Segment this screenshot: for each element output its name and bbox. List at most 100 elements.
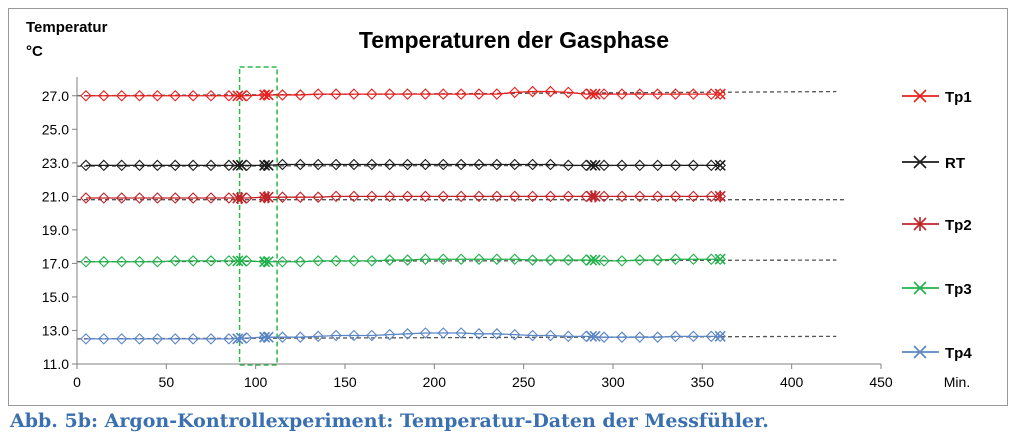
data-point-tp4 bbox=[616, 331, 628, 343]
data-point-tp3 bbox=[151, 255, 164, 268]
marker-tp1 bbox=[262, 89, 274, 101]
trend-line-rt bbox=[76, 164, 721, 167]
legend-item-tp4: Tp4 bbox=[902, 345, 972, 362]
data-point-rt bbox=[634, 159, 646, 172]
series-line-tp1 bbox=[85, 90, 721, 97]
data-point-rt bbox=[616, 159, 628, 172]
marker-tp3 bbox=[585, 254, 598, 266]
x-tick-label: 350 bbox=[691, 374, 715, 390]
data-point-tp3 bbox=[115, 255, 128, 268]
marker-rt bbox=[589, 159, 601, 171]
marker-tp3 bbox=[262, 256, 274, 268]
data-point-tp3 bbox=[366, 255, 378, 267]
data-point-tp3 bbox=[714, 253, 726, 265]
data-point-rt bbox=[714, 159, 726, 172]
data-point-rt bbox=[276, 158, 289, 171]
data-point-rt bbox=[258, 159, 271, 172]
x-tick-label: 450 bbox=[869, 374, 893, 390]
data-point-tp1 bbox=[562, 86, 575, 99]
x-tick-label: 400 bbox=[780, 374, 804, 390]
data-point-tp2 bbox=[526, 190, 539, 203]
data-point-tp1 bbox=[258, 89, 271, 101]
data-point-tp1 bbox=[508, 86, 521, 99]
marker-tp1 bbox=[235, 90, 247, 102]
data-point-tp1 bbox=[80, 89, 92, 102]
data-point-tp4 bbox=[205, 333, 217, 345]
marker-rt bbox=[585, 159, 598, 171]
data-point-tp1 bbox=[526, 85, 539, 98]
legend-marker-tp4 bbox=[913, 345, 927, 359]
marker-tp1 bbox=[259, 89, 271, 101]
marker-tp2 bbox=[589, 190, 601, 203]
series-tp1 bbox=[80, 85, 726, 102]
data-point-tp1 bbox=[401, 88, 414, 100]
series-line-tp2 bbox=[85, 195, 721, 199]
data-point-tp4 bbox=[401, 328, 414, 340]
data-point-tp3 bbox=[187, 255, 199, 267]
marker-rt bbox=[714, 159, 726, 171]
y-axis-label-line-2: °C bbox=[26, 43, 43, 60]
marker-tp3 bbox=[232, 255, 244, 267]
legend-marker-tp3 bbox=[913, 281, 927, 295]
data-point-tp4 bbox=[187, 333, 199, 345]
data-point-tp4 bbox=[508, 328, 521, 341]
data-point-tp2 bbox=[294, 191, 307, 203]
data-point-tp2 bbox=[312, 191, 324, 203]
data-point-tp3 bbox=[437, 253, 450, 265]
data-point-tp4 bbox=[98, 333, 110, 345]
series-tp3 bbox=[80, 253, 726, 268]
data-point-tp4 bbox=[526, 329, 539, 342]
data-point-tp4 bbox=[115, 333, 128, 345]
legend-item-tp2: Tp2 bbox=[902, 217, 972, 234]
chart-frame: 11.0 13.0 15.0 17.0 19.0 21.0 23.0 25.0 27.0 0 50 1… bbox=[8, 8, 1008, 406]
data-point-tp4 bbox=[651, 331, 664, 343]
legend-label-tp2: Tp2 bbox=[945, 217, 972, 234]
data-point-rt bbox=[401, 158, 414, 171]
data-point-tp4 bbox=[169, 333, 182, 345]
y-tick-label: 23.0 bbox=[42, 155, 69, 171]
marker-tp4 bbox=[259, 331, 271, 343]
data-point-tp2 bbox=[80, 192, 92, 204]
data-point-tp3 bbox=[616, 255, 628, 267]
marker-rt bbox=[262, 159, 274, 171]
data-point-tp4 bbox=[383, 328, 396, 341]
data-point-tp1 bbox=[133, 89, 146, 102]
data-point-tp3 bbox=[312, 255, 324, 267]
data-point-tp4 bbox=[473, 328, 485, 340]
highlight-box bbox=[238, 66, 278, 366]
data-point-tp1 bbox=[455, 88, 467, 100]
data-point-tp1 bbox=[705, 88, 718, 100]
data-point-tp4 bbox=[437, 327, 450, 339]
x-tick-label: 200 bbox=[423, 374, 447, 390]
data-point-tp4 bbox=[491, 328, 503, 340]
x-tick-label: 0 bbox=[73, 374, 81, 390]
marker-rt bbox=[259, 159, 271, 171]
y-tick-label: 11.0 bbox=[43, 356, 69, 372]
data-point-rt bbox=[669, 159, 682, 172]
data-point-rt bbox=[687, 159, 700, 172]
legend-item-tp1: Tp1 bbox=[902, 89, 972, 106]
x-tick-label: 100 bbox=[244, 374, 268, 390]
data-point-tp2 bbox=[187, 192, 199, 204]
data-point-rt bbox=[598, 159, 610, 172]
data-point-tp4 bbox=[258, 331, 271, 343]
legend-marker-tp1 bbox=[913, 89, 927, 103]
data-point-tp3 bbox=[294, 255, 307, 268]
data-point-tp3 bbox=[473, 253, 485, 265]
data-point-tp2 bbox=[383, 190, 396, 203]
data-point-tp4 bbox=[330, 329, 342, 342]
data-point-tp1 bbox=[419, 88, 432, 100]
data-point-tp4 bbox=[133, 333, 146, 345]
series-line-tp3 bbox=[85, 258, 721, 263]
data-point-rt bbox=[312, 158, 324, 171]
data-point-tp3 bbox=[401, 254, 414, 266]
data-point-tp3 bbox=[669, 253, 682, 265]
data-point-tp4 bbox=[544, 329, 557, 342]
data-point-tp2 bbox=[455, 190, 467, 203]
data-point-tp2 bbox=[669, 190, 682, 203]
x-tick-label: 150 bbox=[333, 374, 357, 390]
data-point-tp4 bbox=[669, 330, 682, 343]
data-point-tp2 bbox=[169, 192, 182, 204]
data-point-tp1 bbox=[366, 88, 378, 100]
y-tick-label: 27.0 bbox=[42, 88, 69, 104]
